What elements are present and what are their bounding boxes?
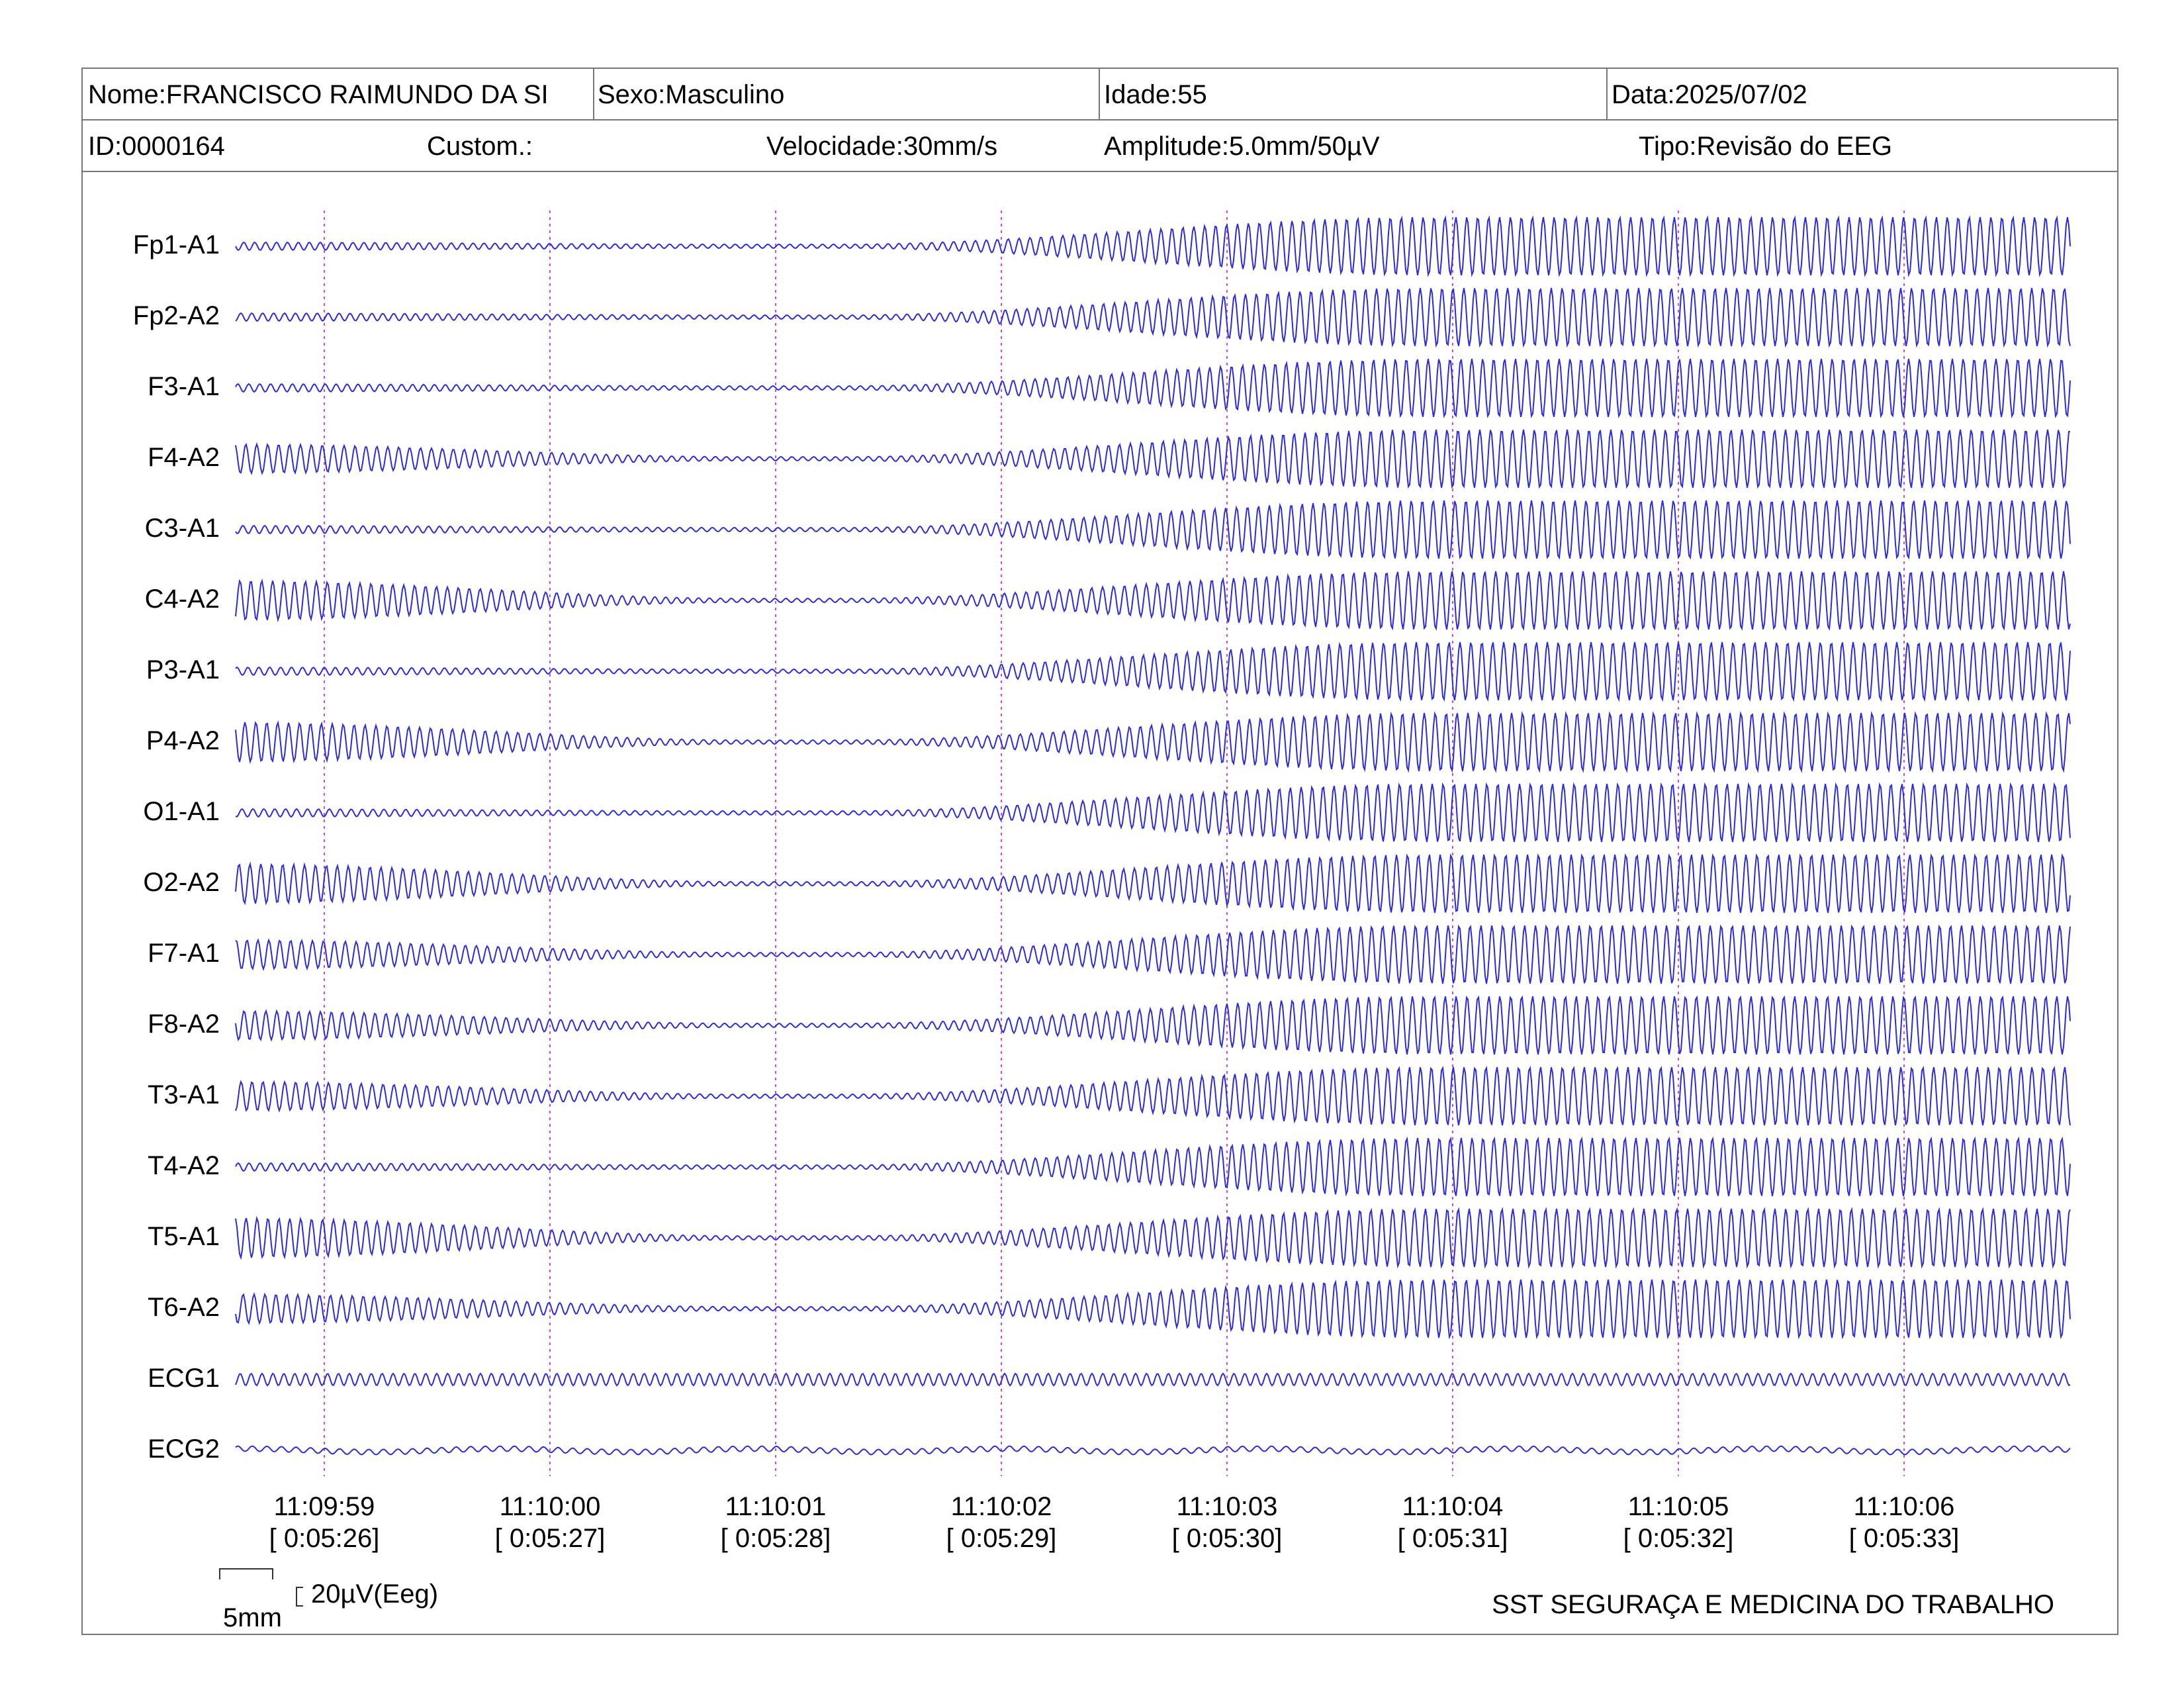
channel-label: Fp2-A2 [132, 301, 220, 330]
trace-t6-a2 [235, 1279, 2071, 1340]
channel-label: F4-A2 [148, 443, 220, 472]
time-mark-clock: 11:10:03 [1176, 1492, 1278, 1521]
time-mark-label: 11:10:00 [ 0:05:27] [495, 1491, 606, 1554]
header-row-exam: ID:0000164 Custom.: Velocidade:30mm/s Am… [83, 120, 2117, 172]
time-mark-clock: 11:10:04 [1402, 1492, 1504, 1521]
trace-t3-a1 [235, 1066, 2071, 1126]
channel-label: F7-A1 [148, 939, 220, 968]
time-mark-label: 11:10:05 [ 0:05:32] [1623, 1491, 1734, 1554]
exam-date: Data:2025/07/02 [1612, 80, 1807, 109]
time-mark-elapsed: [ 0:05:28] [720, 1524, 831, 1553]
company-name: SST SEGURAÇA E MEDICINA DO TRABALHO [1492, 1590, 2054, 1619]
recording-speed: Velocidade:30mm/s [766, 132, 998, 161]
trace-fp2-a2 [235, 287, 2071, 348]
header-divider [593, 69, 594, 120]
header-divider [1099, 69, 1100, 120]
time-mark-elapsed: [ 0:05:27] [494, 1524, 606, 1553]
time-mark-elapsed: [ 0:05:29] [946, 1524, 1057, 1553]
channel-label: T3-A1 [148, 1080, 220, 1109]
trace-o1-a1 [235, 782, 2071, 843]
trace-ecg1 [235, 1372, 2071, 1387]
channel-label: F8-A2 [148, 1009, 220, 1039]
trace-ecg2 [235, 1445, 2071, 1456]
time-mark-elapsed: [ 0:05:26] [269, 1524, 380, 1553]
time-mark-elapsed: [ 0:05:31] [1397, 1524, 1508, 1553]
scale-horizontal-label: 5mm [223, 1603, 282, 1632]
channel-label: C3-A1 [144, 514, 220, 543]
time-mark-label: 11:10:04 [ 0:05:31] [1398, 1491, 1508, 1554]
time-mark-clock: 11:10:02 [950, 1492, 1052, 1521]
trace-p4-a2 [235, 711, 2071, 773]
trace-t5-a1 [235, 1207, 2071, 1269]
channel-label: O2-A2 [143, 868, 220, 897]
trace-p3-a1 [235, 641, 2071, 702]
trace-f3-a1 [235, 358, 2071, 418]
channel-label: P4-A2 [146, 726, 220, 755]
channel-label: ECG2 [148, 1434, 220, 1464]
patient-id: ID:0000164 [88, 132, 225, 161]
time-mark-label: 11:10:01 [ 0:05:28] [721, 1491, 831, 1554]
time-mark-label: 11:10:06 [ 0:05:33] [1849, 1491, 1960, 1554]
report-frame: Nome:FRANCISCO RAIMUNDO DA SI Sexo:Mascu… [81, 68, 2118, 1635]
trace-f8-a2 [235, 995, 2071, 1055]
channel-label: T5-A1 [148, 1222, 220, 1251]
time-mark-clock: 11:10:06 [1853, 1492, 1955, 1521]
patient-name: Nome:FRANCISCO RAIMUNDO DA SI [88, 80, 549, 109]
channel-label: P3-A1 [146, 655, 220, 684]
channel-label: C4-A2 [144, 585, 220, 614]
trace-c4-a2 [235, 571, 2071, 631]
scale-bar-icon [219, 1568, 303, 1607]
time-mark-label: 11:10:03 [ 0:05:30] [1172, 1491, 1283, 1554]
trace-t4-a2 [235, 1136, 2071, 1197]
time-mark-clock: 11:10:01 [725, 1492, 827, 1521]
time-mark-label: 11:10:02 [ 0:05:29] [946, 1491, 1057, 1554]
recording-amplitude: Amplitude:5.0mm/50µV [1104, 132, 1380, 161]
time-mark-clock: 11:10:00 [499, 1492, 601, 1521]
time-mark-clock: 11:09:59 [273, 1492, 375, 1521]
patient-age: Idade:55 [1104, 80, 1207, 109]
channel-label: ECG1 [148, 1364, 220, 1393]
channel-label: T6-A2 [148, 1293, 220, 1322]
time-marker-lines [324, 211, 1905, 1476]
time-mark-label: 11:09:59 [ 0:05:26] [269, 1491, 380, 1554]
patient-sex: Sexo:Masculino [598, 80, 785, 109]
header-row-patient: Nome:FRANCISCO RAIMUNDO DA SI Sexo:Mascu… [83, 69, 2117, 120]
channel-label: T4-A2 [148, 1151, 220, 1180]
eeg-traces [235, 215, 2071, 1456]
time-mark-elapsed: [ 0:05:33] [1848, 1524, 1960, 1553]
exam-type: Tipo:Revisão do EEG [1639, 132, 1893, 161]
time-mark-elapsed: [ 0:05:32] [1623, 1524, 1734, 1553]
time-mark-elapsed: [ 0:05:30] [1171, 1524, 1283, 1553]
channel-label: O1-A1 [143, 797, 220, 826]
channel-label: F3-A1 [148, 372, 220, 401]
trace-fp1-a1 [235, 215, 2071, 277]
channel-label: Fp1-A1 [132, 230, 220, 259]
trace-f4-a2 [235, 429, 2071, 489]
trace-c3-a1 [235, 500, 2071, 560]
header-divider [1606, 69, 1608, 120]
time-mark-clock: 11:10:05 [1627, 1492, 1729, 1521]
trace-o2-a2 [235, 853, 2071, 914]
scale-vertical-label: 20µV(Eeg) [311, 1579, 439, 1609]
trace-f7-a1 [235, 924, 2071, 984]
custom-field: Custom.: [427, 132, 533, 161]
